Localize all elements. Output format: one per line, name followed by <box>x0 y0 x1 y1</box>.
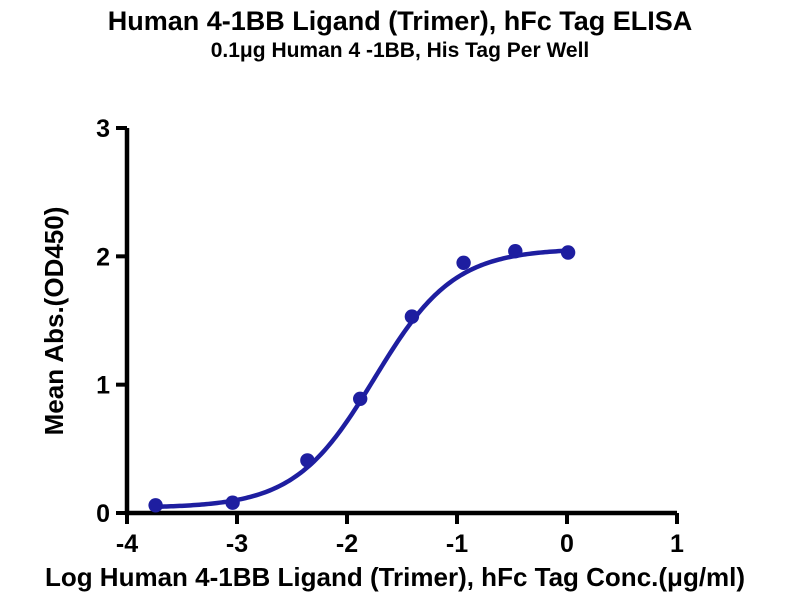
data-point <box>353 391 368 406</box>
y-tick-label: 2 <box>96 243 110 271</box>
chart-subtitle: 0.1μg Human 4 -1BB, His Tag Per Well <box>211 39 590 62</box>
data-point <box>404 309 420 324</box>
data-point <box>148 498 163 513</box>
data-point <box>300 453 315 468</box>
y-axis-label: Mean Abs.(OD450) <box>39 207 69 436</box>
x-tick-label: 1 <box>670 530 684 558</box>
y-tick-label: 3 <box>96 115 110 143</box>
y-tick-label: 1 <box>96 372 110 400</box>
data-point <box>225 495 240 510</box>
fit-curve <box>153 248 570 510</box>
x-axis-label: Log Human 4-1BB Ligand (Trimer), hFc Tag… <box>45 562 745 592</box>
axis-spine <box>124 128 677 516</box>
data-series <box>148 244 576 513</box>
y-tick-label: 0 <box>96 500 110 528</box>
data-point <box>560 245 576 260</box>
x-tick-label: -1 <box>446 530 468 558</box>
axes: -4 -3 -2 -1 0 1 0 1 2 3 <box>96 115 684 558</box>
x-tick-label: -4 <box>116 530 138 558</box>
chart-title: Human 4-1BB Ligand (Trimer), hFc Tag ELI… <box>108 6 693 36</box>
data-point <box>456 255 471 270</box>
x-tick-label: 0 <box>560 530 574 558</box>
data-point <box>508 244 523 259</box>
x-tick-label: -2 <box>336 530 358 558</box>
x-tick-label: -3 <box>226 530 248 558</box>
